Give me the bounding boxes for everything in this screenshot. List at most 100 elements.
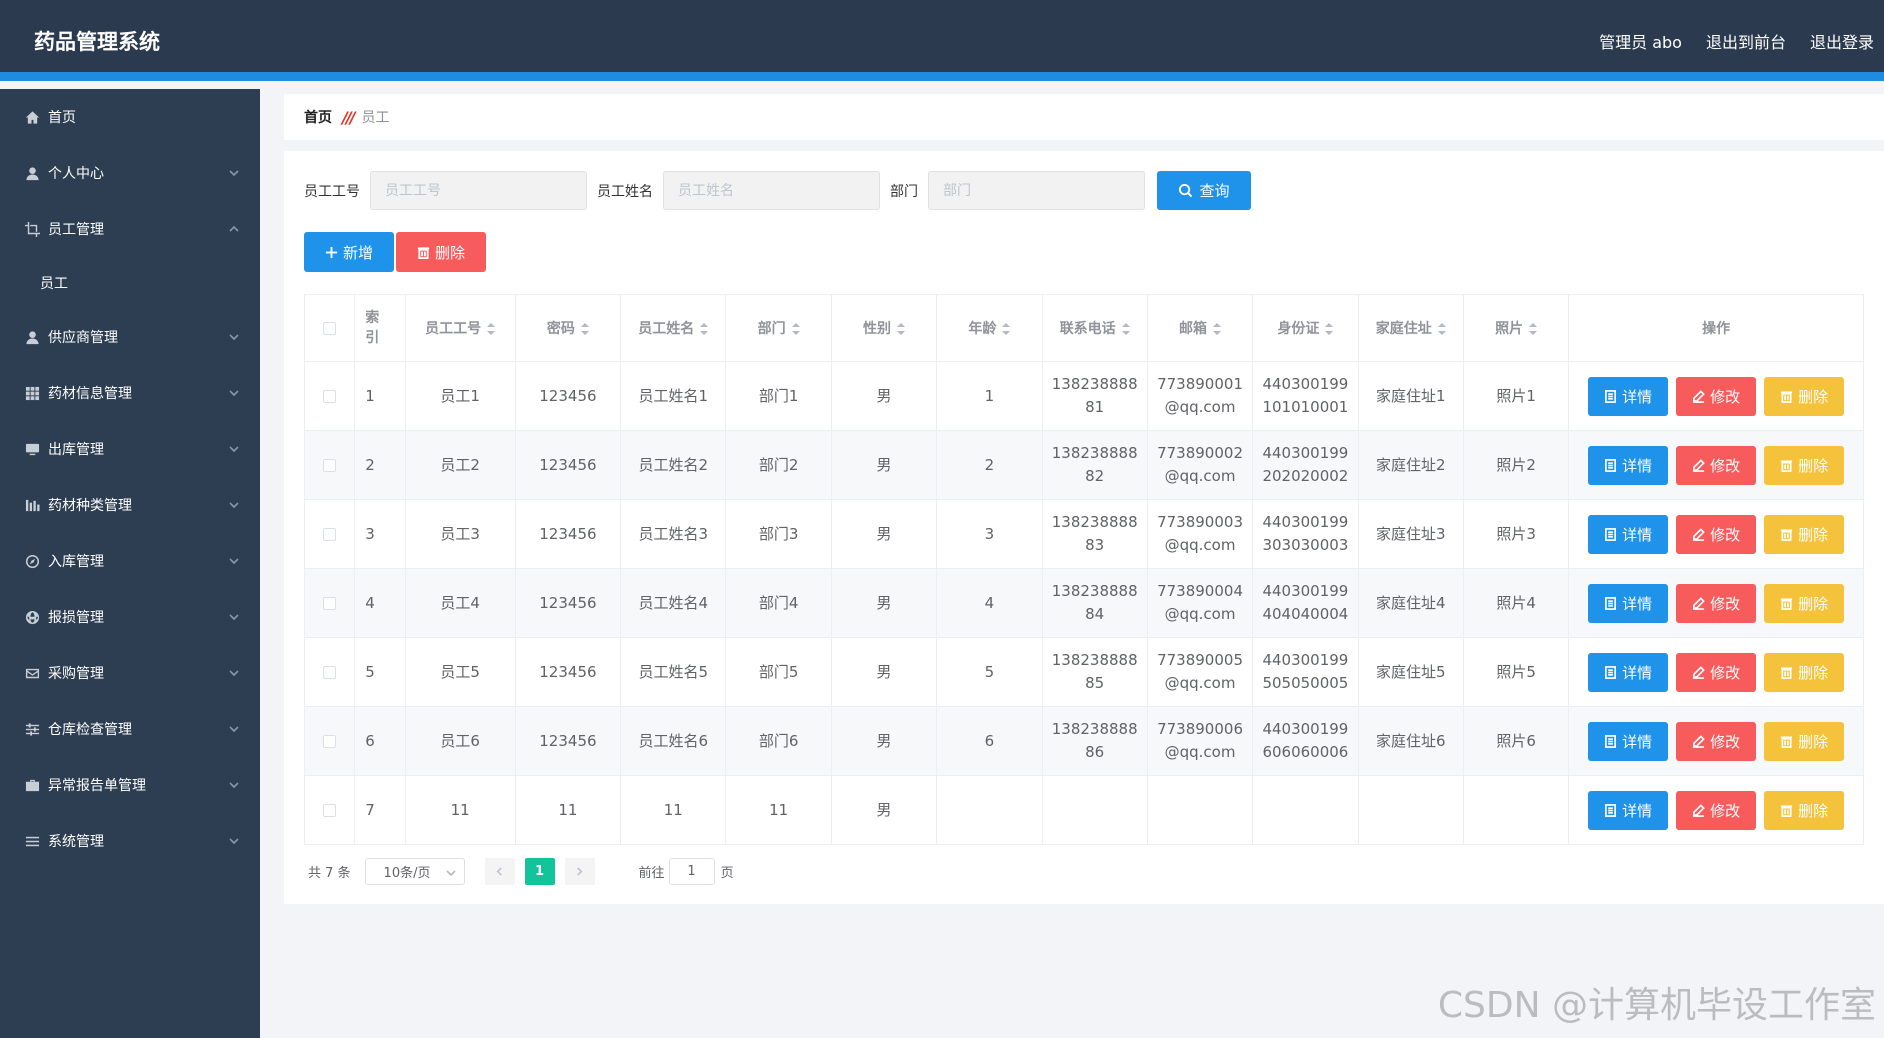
sidebar-item-3[interactable]: 员工: [0, 257, 260, 309]
row-checkbox-cell[interactable]: [303, 430, 356, 500]
edit-button[interactable]: 修改: [1676, 445, 1757, 485]
name-search-input[interactable]: [663, 171, 880, 210]
sidebar-item-11[interactable]: 仓库检查管理: [0, 701, 260, 757]
row-checkbox-cell[interactable]: [303, 499, 356, 569]
page-size-select[interactable]: 10条/页: [364, 858, 465, 885]
sort-icon[interactable]: [580, 323, 589, 335]
sidebar-item-10[interactable]: 采购管理: [0, 645, 260, 701]
admin-user-link[interactable]: 管理员 abo: [1599, 33, 1682, 52]
row-checkbox[interactable]: [323, 527, 337, 541]
row-checkbox-cell[interactable]: [303, 637, 356, 707]
sidebar-item-7[interactable]: 药材种类管理: [0, 477, 260, 533]
delete-button[interactable]: 删除: [1764, 790, 1845, 830]
sort-icon[interactable]: [1213, 323, 1222, 335]
sidebar-item-8[interactable]: 入库管理: [0, 533, 260, 589]
row-checkbox-cell[interactable]: [303, 775, 356, 845]
row-checkbox[interactable]: [323, 665, 337, 679]
batch-delete-button[interactable]: 删除: [396, 232, 486, 272]
header-address[interactable]: 家庭住址: [1357, 294, 1464, 362]
chevron-down-icon: [228, 835, 240, 847]
header-password[interactable]: 密码: [514, 294, 622, 362]
table-row[interactable]: 5 员工5 123456 员工姓名5 部门5 男 5 138238888 85 773890005…: [303, 637, 1864, 707]
goto-page-input[interactable]: [668, 858, 715, 885]
table-row[interactable]: 3 员工3 123456 员工姓名3 部门3 男 3 138238888 83 773890003…: [303, 499, 1864, 569]
header-empno[interactable]: 员工工号: [404, 294, 516, 362]
sort-icon[interactable]: [1002, 323, 1011, 335]
header-age[interactable]: 年龄: [936, 294, 1043, 362]
table-row[interactable]: 4 员工4 123456 员工姓名4 部门4 男 4 138238888 84 773890004…: [303, 568, 1864, 638]
delete-button[interactable]: 删除: [1764, 721, 1845, 761]
sort-icon[interactable]: [791, 323, 800, 335]
query-button[interactable]: 查询: [1157, 171, 1251, 210]
detail-button[interactable]: 详情: [1588, 514, 1669, 554]
edit-button[interactable]: 修改: [1676, 790, 1757, 830]
detail-button[interactable]: 详情: [1588, 790, 1669, 830]
user-icon: [24, 329, 40, 345]
delete-button[interactable]: 删除: [1764, 583, 1845, 623]
select-all-checkbox-cell[interactable]: [303, 294, 356, 362]
empno-search-input[interactable]: [370, 171, 587, 210]
sidebar-item-9[interactable]: 报损管理: [0, 589, 260, 645]
sidebar-item-0[interactable]: 首页: [0, 89, 260, 145]
sidebar-item-13[interactable]: 系统管理: [0, 813, 260, 869]
table-row[interactable]: 7 11 11 11 11 男详情 修改 删除: [303, 775, 1864, 845]
delete-button[interactable]: 删除: [1764, 652, 1845, 692]
table-row[interactable]: 1 员工1 123456 员工姓名1 部门1 男 1 138238888 81 773890001…: [303, 361, 1864, 431]
detail-button[interactable]: 详情: [1588, 652, 1669, 692]
delete-button[interactable]: 删除: [1764, 514, 1845, 554]
header-gender[interactable]: 性别: [830, 294, 938, 362]
sort-icon[interactable]: [487, 323, 496, 335]
header-email[interactable]: 邮箱: [1146, 294, 1254, 362]
header-phone[interactable]: 联系电话: [1041, 294, 1148, 362]
header-dept[interactable]: 部门: [725, 294, 832, 362]
sidebar-item-6[interactable]: 出库管理: [0, 421, 260, 477]
edit-button[interactable]: 修改: [1676, 514, 1757, 554]
row-checkbox-cell[interactable]: [303, 361, 356, 431]
detail-button[interactable]: 详情: [1588, 376, 1669, 416]
dept-search-input[interactable]: [928, 171, 1145, 210]
sort-icon[interactable]: [1325, 323, 1334, 335]
table-row[interactable]: 6 员工6 123456 员工姓名6 部门6 男 6 138238888 86 773890006…: [303, 706, 1864, 776]
row-checkbox[interactable]: [323, 734, 337, 748]
sort-icon[interactable]: [1437, 323, 1446, 335]
header-idcard[interactable]: 身份证: [1252, 294, 1359, 362]
edit-button[interactable]: 修改: [1676, 721, 1757, 761]
sidebar-item-2[interactable]: 员工管理: [0, 201, 260, 257]
sidebar-item-12[interactable]: 异常报告单管理: [0, 757, 260, 813]
sort-icon[interactable]: [896, 323, 905, 335]
sort-icon[interactable]: [1121, 323, 1130, 335]
page-number-current[interactable]: 1: [524, 858, 555, 885]
row-checkbox[interactable]: [323, 803, 337, 817]
row-checkbox-cell[interactable]: [303, 706, 356, 776]
prev-page-button[interactable]: [484, 858, 515, 885]
header-photo[interactable]: 照片: [1462, 294, 1570, 362]
sidebar-item-4[interactable]: 供应商管理: [0, 309, 260, 365]
breadcrumb-home[interactable]: 首页: [304, 110, 332, 126]
sort-icon[interactable]: [1529, 323, 1538, 335]
row-checkbox-cell[interactable]: [303, 568, 356, 638]
header-name[interactable]: 员工姓名: [620, 294, 727, 362]
row-checkbox[interactable]: [323, 389, 337, 403]
sidebar-item-5[interactable]: 药材信息管理: [0, 365, 260, 421]
cell-password: 11: [514, 775, 622, 845]
next-page-button[interactable]: [564, 858, 595, 885]
edit-button[interactable]: 修改: [1676, 583, 1757, 623]
table-row[interactable]: 2 员工2 123456 员工姓名2 部门2 男 2 138238888 82 773890002…: [303, 430, 1864, 500]
add-button[interactable]: 新增: [304, 232, 394, 272]
sort-icon[interactable]: [700, 323, 709, 335]
detail-button[interactable]: 详情: [1588, 445, 1669, 485]
cell-address: 家庭住址4: [1357, 568, 1464, 638]
exit-to-front-link[interactable]: 退出到前台: [1705, 33, 1786, 52]
edit-button[interactable]: 修改: [1676, 376, 1757, 416]
row-checkbox[interactable]: [323, 596, 337, 610]
delete-button[interactable]: 删除: [1764, 376, 1845, 416]
edit-button[interactable]: 修改: [1676, 652, 1757, 692]
select-all-checkbox[interactable]: [323, 321, 337, 335]
logout-link[interactable]: 退出登录: [1809, 33, 1874, 52]
sidebar-item-1[interactable]: 个人中心: [0, 145, 260, 201]
header-password-label: 密码: [546, 321, 575, 337]
detail-button[interactable]: 详情: [1588, 583, 1669, 623]
row-checkbox[interactable]: [323, 458, 337, 472]
delete-button[interactable]: 删除: [1764, 445, 1845, 485]
detail-button[interactable]: 详情: [1588, 721, 1669, 761]
